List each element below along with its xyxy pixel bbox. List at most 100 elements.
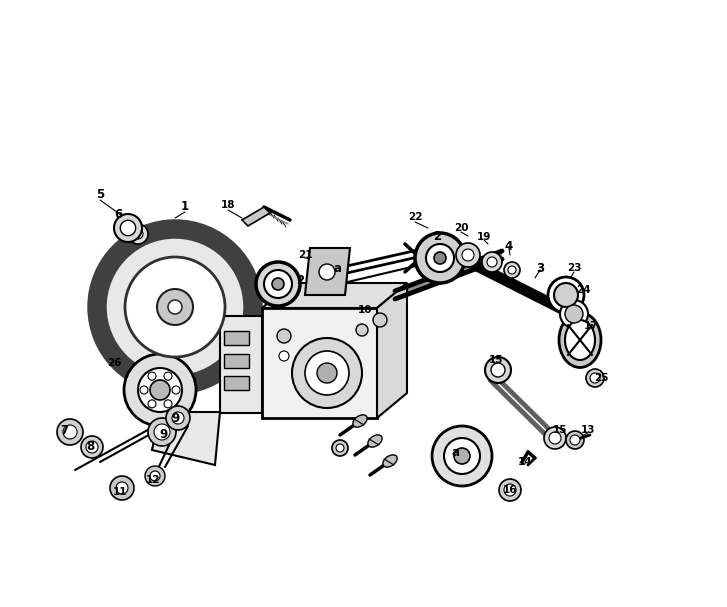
Circle shape <box>292 338 362 408</box>
Circle shape <box>432 426 492 486</box>
Circle shape <box>487 257 497 267</box>
Text: 2: 2 <box>296 274 304 287</box>
Circle shape <box>462 249 474 261</box>
Text: 13: 13 <box>581 425 595 435</box>
Text: 23: 23 <box>567 263 582 273</box>
Circle shape <box>145 466 165 486</box>
Circle shape <box>104 236 246 378</box>
Circle shape <box>125 257 225 357</box>
Circle shape <box>150 471 160 481</box>
Circle shape <box>81 436 103 458</box>
Circle shape <box>504 262 520 278</box>
Circle shape <box>140 386 148 394</box>
Circle shape <box>548 277 584 313</box>
Polygon shape <box>152 412 220 465</box>
Circle shape <box>491 363 505 377</box>
Circle shape <box>128 224 148 244</box>
Circle shape <box>566 431 584 449</box>
Ellipse shape <box>559 313 601 367</box>
Text: 14: 14 <box>518 457 532 467</box>
Circle shape <box>116 482 128 494</box>
Ellipse shape <box>383 455 397 467</box>
Circle shape <box>164 372 172 380</box>
Circle shape <box>317 363 337 383</box>
Text: 9: 9 <box>159 429 167 441</box>
Circle shape <box>444 438 480 474</box>
Circle shape <box>148 372 156 380</box>
Text: a: a <box>333 262 341 274</box>
Circle shape <box>454 448 470 464</box>
Circle shape <box>277 329 291 343</box>
Circle shape <box>485 357 511 383</box>
Text: 20: 20 <box>454 223 468 233</box>
Text: 15: 15 <box>489 355 503 365</box>
Circle shape <box>279 351 289 361</box>
Circle shape <box>86 441 98 453</box>
Circle shape <box>560 300 588 328</box>
Circle shape <box>157 289 193 325</box>
Circle shape <box>504 484 516 496</box>
Circle shape <box>456 243 480 267</box>
Text: 6: 6 <box>114 208 122 222</box>
Circle shape <box>356 324 368 336</box>
Text: 9: 9 <box>171 412 179 424</box>
Circle shape <box>172 386 180 394</box>
Text: 26: 26 <box>107 358 121 368</box>
Circle shape <box>570 435 580 445</box>
Text: 11: 11 <box>113 487 127 497</box>
Bar <box>224 354 249 368</box>
Circle shape <box>426 244 454 272</box>
Text: 18: 18 <box>221 200 236 210</box>
Circle shape <box>508 266 516 274</box>
Circle shape <box>148 418 176 446</box>
Circle shape <box>57 419 83 445</box>
Polygon shape <box>465 257 560 311</box>
Text: 24: 24 <box>576 285 590 295</box>
Circle shape <box>373 313 387 327</box>
Circle shape <box>256 262 300 306</box>
Circle shape <box>305 351 349 395</box>
Text: 19: 19 <box>477 232 491 242</box>
Ellipse shape <box>368 435 382 447</box>
Text: 25: 25 <box>594 373 608 383</box>
Bar <box>224 331 249 345</box>
Text: 15: 15 <box>553 425 567 435</box>
Circle shape <box>166 406 190 430</box>
Text: 10: 10 <box>358 305 372 315</box>
Circle shape <box>499 479 521 501</box>
Text: 17: 17 <box>584 321 598 331</box>
Circle shape <box>264 270 292 298</box>
Circle shape <box>482 252 502 272</box>
Circle shape <box>172 412 184 424</box>
Circle shape <box>319 264 335 280</box>
Text: 7: 7 <box>60 424 68 436</box>
Circle shape <box>148 400 156 408</box>
Text: 4: 4 <box>505 240 513 253</box>
Text: 2: 2 <box>433 231 441 243</box>
Polygon shape <box>305 248 350 295</box>
Circle shape <box>63 425 77 439</box>
Circle shape <box>549 432 561 444</box>
Circle shape <box>150 380 170 400</box>
Circle shape <box>124 354 196 426</box>
Circle shape <box>168 300 182 314</box>
Text: 5: 5 <box>96 189 104 202</box>
Text: 8: 8 <box>86 441 94 453</box>
Circle shape <box>138 368 182 412</box>
Text: 16: 16 <box>503 485 517 495</box>
Circle shape <box>586 369 604 387</box>
Circle shape <box>565 305 583 323</box>
Polygon shape <box>220 316 262 413</box>
Circle shape <box>272 278 284 290</box>
Polygon shape <box>395 251 502 299</box>
Circle shape <box>114 214 142 242</box>
Text: a: a <box>452 447 460 459</box>
Text: 1: 1 <box>181 200 189 214</box>
Ellipse shape <box>353 415 367 427</box>
Circle shape <box>434 252 446 264</box>
Circle shape <box>120 220 136 236</box>
Text: 12: 12 <box>145 475 160 485</box>
Bar <box>262 308 377 418</box>
Circle shape <box>415 233 465 283</box>
Polygon shape <box>377 283 407 418</box>
